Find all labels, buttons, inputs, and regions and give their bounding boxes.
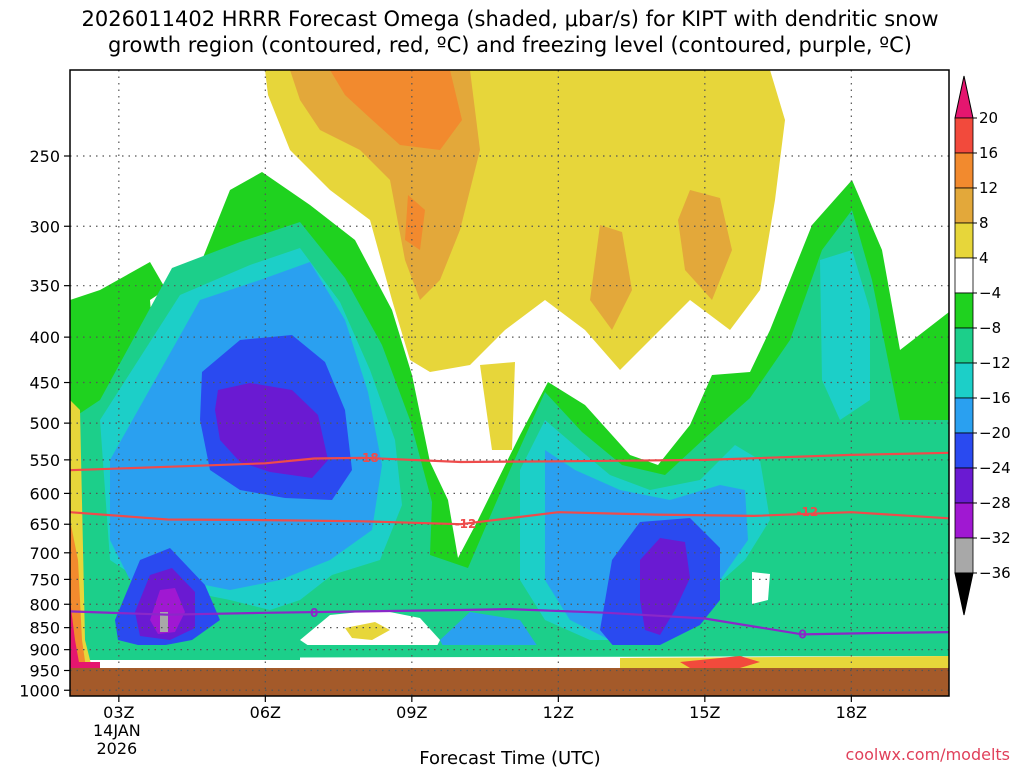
colorbar-label: −8 [979,319,1001,337]
colorbar-swatch [954,397,974,434]
y-tick-label: 750 [29,570,60,589]
colorbar-top-arrow [954,75,974,119]
colorbar-label: 8 [979,214,989,232]
x-tick-label: 15Z [689,703,720,722]
colorbar-label: −20 [979,424,1011,442]
colorbar-swatch [954,467,974,504]
terrain-band [70,668,949,696]
colorbar-swatch [954,257,974,294]
source-credit: coolwx.com/modelts [846,745,1010,764]
y-tick-label: 600 [29,484,60,503]
contour-label: -18 [357,451,379,465]
colorbar-label: 20 [979,109,998,127]
colorbar-bottom-arrow [954,572,974,616]
x-tick-label: 03Z [103,703,134,722]
contour-label: 0 [798,627,806,641]
colorbar-swatch [954,537,974,574]
x-tick-label: 12Z [543,703,574,722]
x-tick-label: 06Z [250,703,281,722]
y-tick-label: 850 [29,619,60,638]
x-tick-label: 18Z [836,703,867,722]
colorbar-swatch [954,432,974,469]
gridlines [70,70,949,696]
colorbar-swatch [954,117,974,154]
colorbar-label: 4 [979,249,989,267]
y-tick-label: 500 [29,414,60,433]
y-axis-ticks: 250 300 350 400 450 500 550 600 650 700 750 800 850 9… [19,147,70,700]
y-tick-label: 900 [29,641,60,660]
y-tick-label: 650 [29,515,60,534]
colorbar-label: 12 [979,179,998,197]
colorbar: 20 16 12 8 4 −4 −8 −12 −16 −20 −24 −28 −32 −36 [954,75,1011,616]
contour-line [69,451,950,472]
x-tick-date: 14JAN [93,721,141,740]
y-tick-label: 700 [29,544,60,563]
y-tick-label: 550 [29,451,60,470]
colorbar-swatch [954,362,974,399]
chart-title-line2: growth region (contoured, red, ºC) and f… [108,33,912,57]
colorbar-swatch [954,222,974,259]
colorbar-label: −4 [979,284,1001,302]
colorbar-swatch [954,187,974,224]
contour-line [69,607,950,636]
x-tick-year: 2026 [96,739,137,758]
colorbar-swatch [954,292,974,329]
omega-shaded-field [70,70,949,696]
y-tick-label: 1000 [19,681,60,700]
y-tick-label: 250 [29,147,60,166]
colorbar-swatch [954,327,974,364]
colorbar-swatch [954,152,974,189]
chart-title-line1: 2026011402 HRRR Forecast Omega (shaded, … [82,7,939,31]
colorbar-label: −12 [979,354,1011,372]
contour-label: -12 [455,517,477,531]
x-tick-label: 09Z [396,703,427,722]
contour-label: -12 [797,505,819,519]
x-axis-label: Forecast Time (UTC) [419,748,600,768]
y-tick-label: 800 [29,595,60,614]
colorbar-label: 16 [979,144,998,162]
contour-label: 0 [310,606,318,620]
y-tick-label: 450 [29,374,60,393]
y-tick-label: 350 [29,277,60,296]
colorbar-label: −28 [979,494,1011,512]
y-tick-label: 950 [29,661,60,680]
y-tick-label: 400 [29,328,60,347]
colorbar-label: −32 [979,529,1011,547]
colorbar-swatch [954,502,974,539]
colorbar-label: −16 [979,389,1011,407]
contour-line [69,511,950,526]
y-tick-label: 300 [29,217,60,236]
contour-lines: -18 -12 -12 0 0 [69,451,950,641]
colorbar-label: −24 [979,459,1011,477]
colorbar-label: −36 [979,564,1011,582]
